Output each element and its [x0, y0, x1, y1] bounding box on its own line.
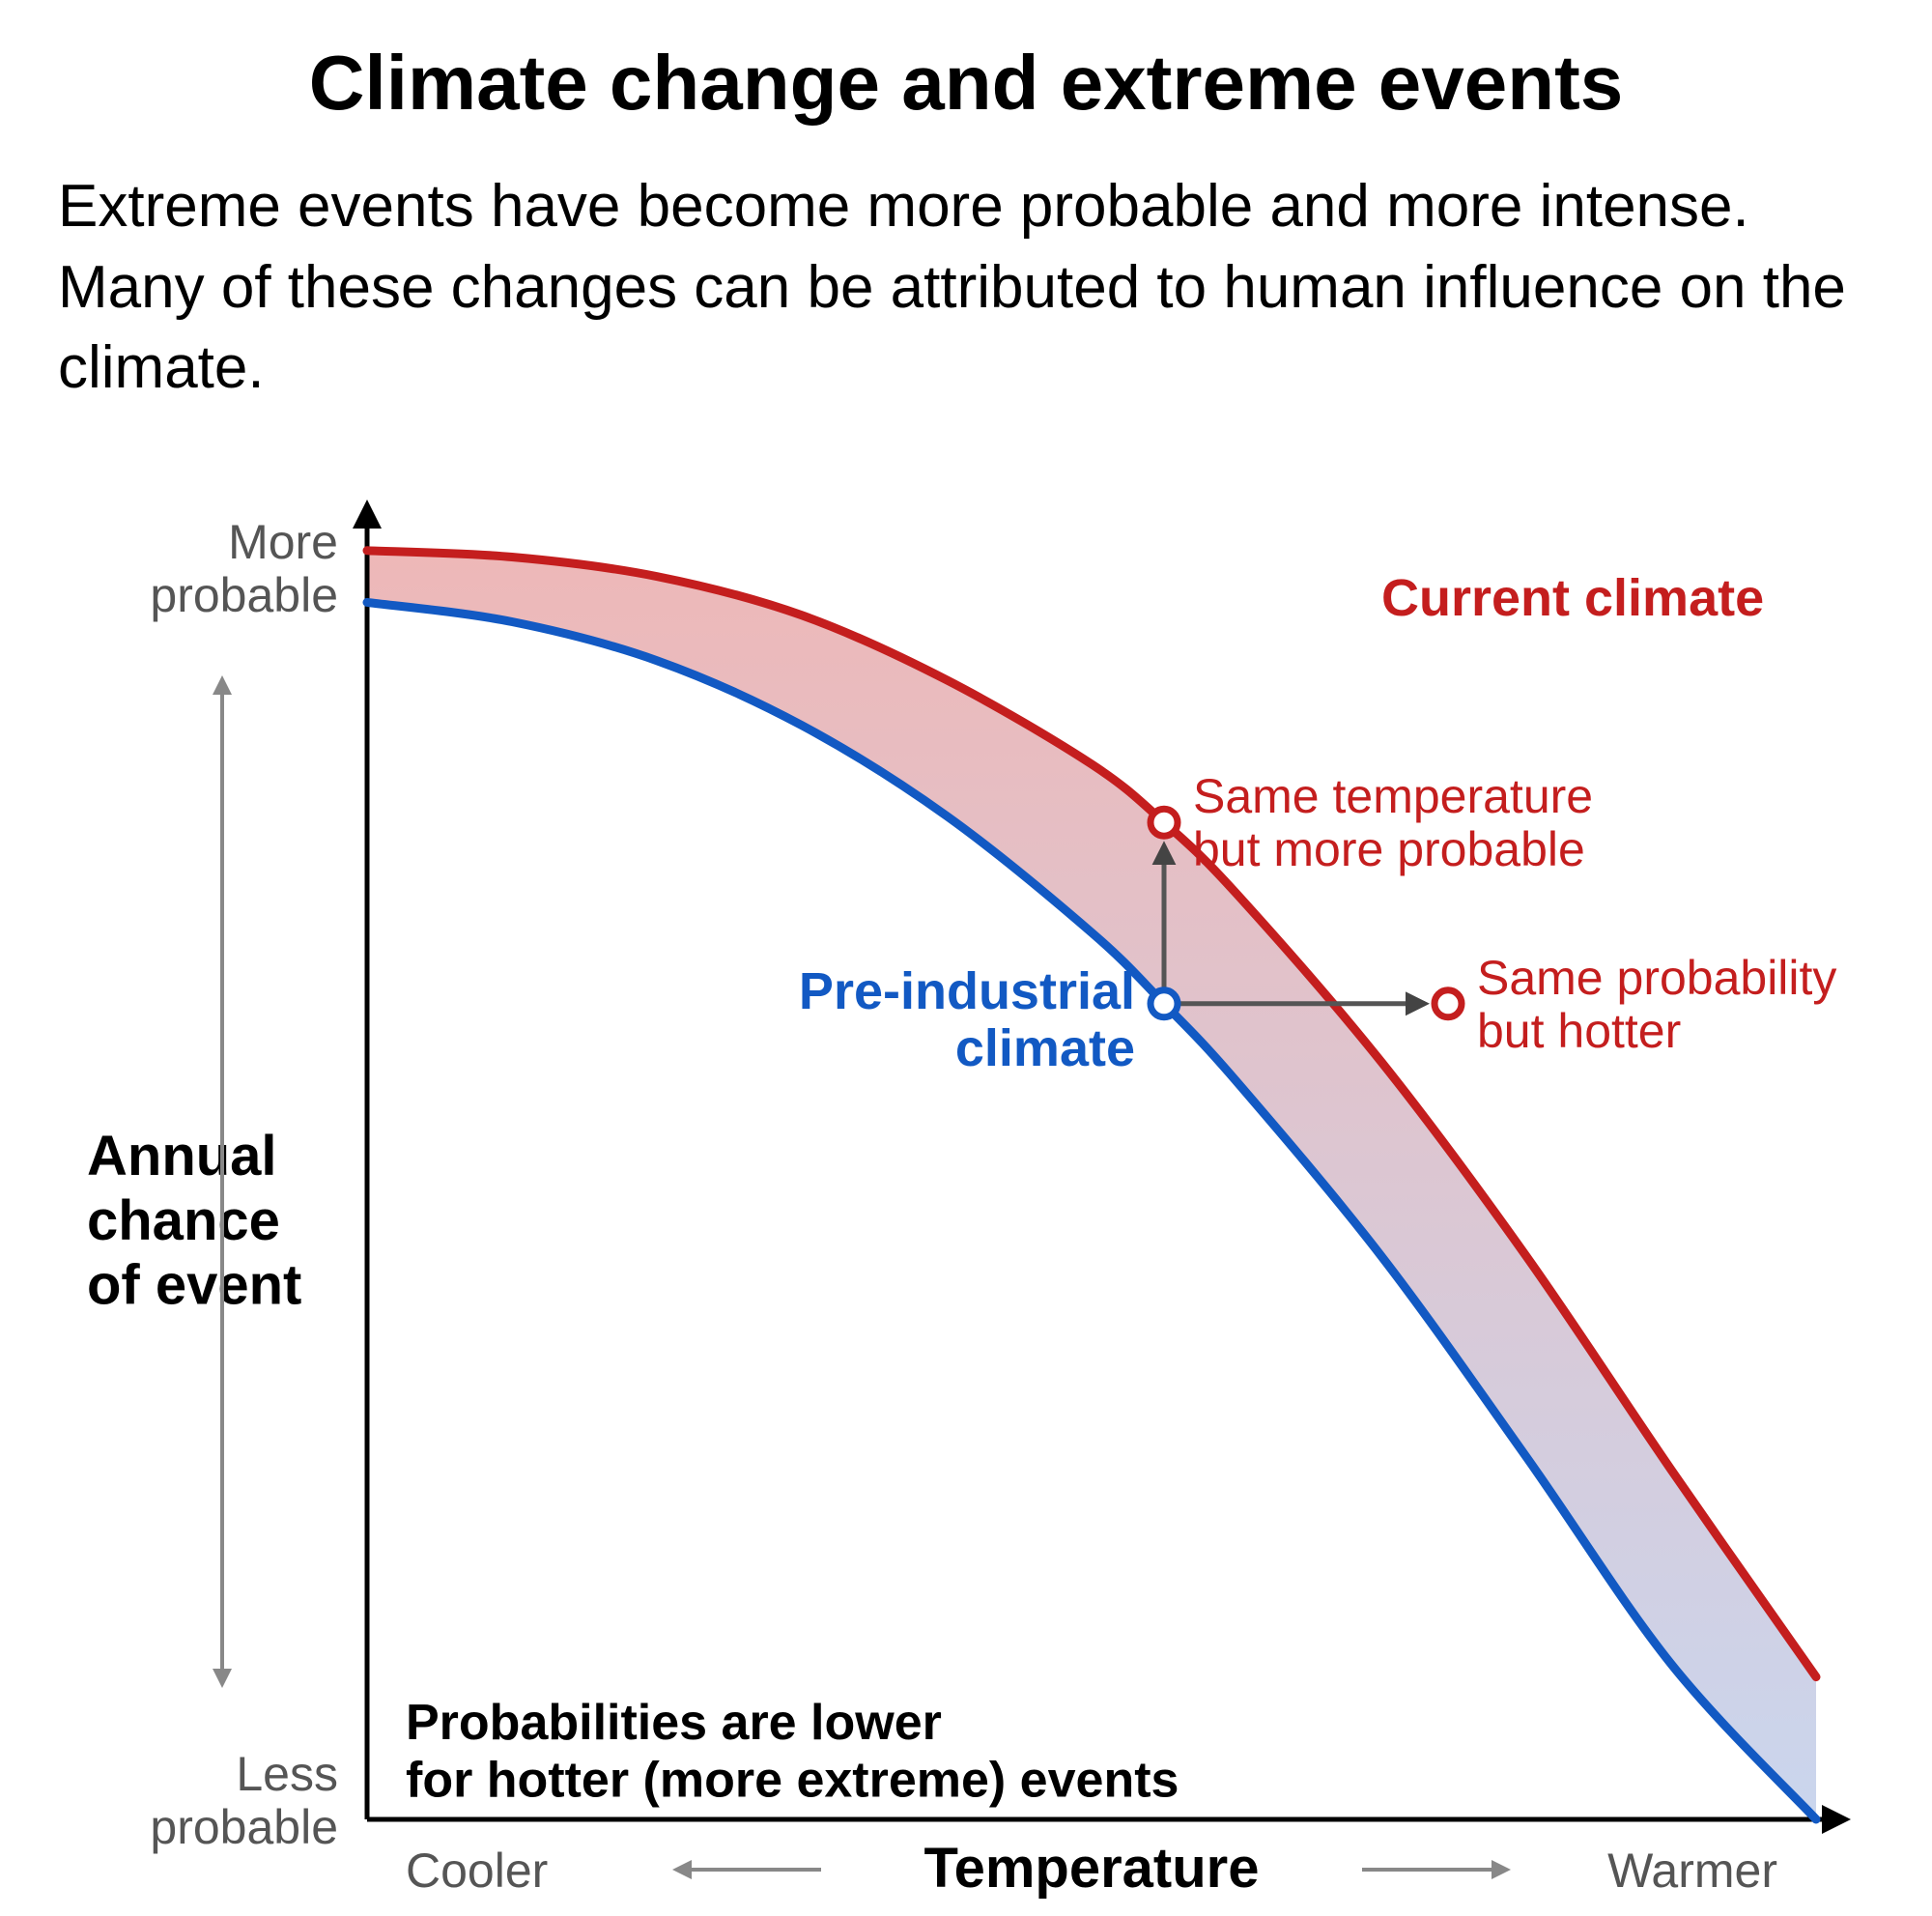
chart-area: Same temperaturebut more probable Same pr…	[58, 467, 1893, 1916]
x-axis-title: Temperature	[923, 1837, 1259, 1900]
chart-subtitle: Extreme events have become more probable…	[58, 166, 1893, 409]
marker-same-temp	[1151, 809, 1178, 836]
marker-same-prob	[1435, 990, 1462, 1017]
current-climate-label: Current climate	[1381, 569, 1764, 627]
fill-between	[367, 551, 1816, 1819]
page: Climate change and extreme events Extrem…	[0, 0, 1932, 1871]
label-same-prob: Same probabilitybut hotter	[1477, 951, 1836, 1058]
y-axis-title: Annualchanceof event	[87, 1125, 301, 1316]
reference-marker	[1151, 990, 1178, 1017]
y-top-label: Moreprobable	[150, 515, 338, 622]
chart-svg: Same temperaturebut more probable Same pr…	[58, 467, 1893, 1916]
y-bottom-label: Lessprobable	[150, 1747, 338, 1854]
x-left-label: Cooler	[406, 1844, 548, 1898]
preindustrial-label: Pre-industrialclimate	[799, 962, 1135, 1077]
x-right-label: Warmer	[1607, 1844, 1777, 1898]
chart-title: Climate change and extreme events	[39, 39, 1893, 128]
label-same-temp: Same temperaturebut more probable	[1193, 769, 1593, 876]
footnote: Probabilities are lowerfor hotter (more …	[406, 1695, 1179, 1809]
